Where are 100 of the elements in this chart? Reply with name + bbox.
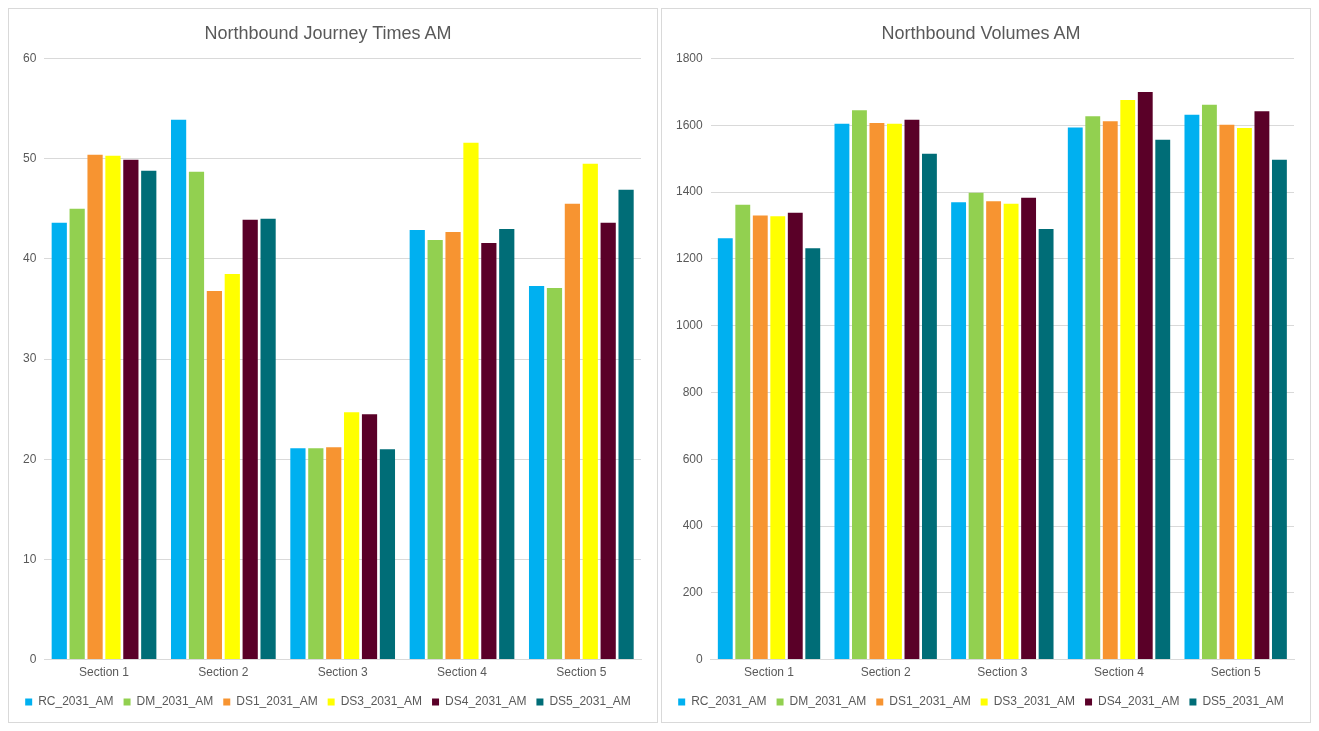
bar <box>922 153 937 660</box>
bar <box>427 239 443 660</box>
y-tick-label: 400 <box>682 518 704 533</box>
bar <box>326 447 342 660</box>
bar <box>481 242 497 660</box>
legend-label: DS5_2031_AM <box>1202 694 1284 709</box>
y-tick-label: 40 <box>22 251 37 266</box>
y-tick-label: 1600 <box>675 117 704 132</box>
bar <box>1102 121 1118 660</box>
bar <box>463 142 479 660</box>
bar <box>344 412 360 660</box>
x-tick-label: Section 5 <box>556 665 607 680</box>
bar <box>51 222 67 660</box>
legend-label: RC_2031_AM <box>38 694 114 709</box>
bar <box>87 154 103 660</box>
bar <box>528 285 545 660</box>
bar <box>69 208 85 660</box>
y-tick-label: 60 <box>22 50 37 65</box>
y-tick-label: 200 <box>682 585 704 600</box>
bar <box>445 231 461 660</box>
y-tick-label: 10 <box>22 551 37 566</box>
legend-label: DS1_2031_AM <box>889 694 971 709</box>
bar <box>787 212 803 660</box>
bar <box>869 123 885 660</box>
bar <box>951 202 967 660</box>
bar <box>752 215 768 660</box>
bar <box>1137 91 1153 660</box>
bar <box>409 229 425 660</box>
x-tick-label: Section 2 <box>860 665 912 680</box>
bar <box>105 155 121 660</box>
bar <box>141 170 157 660</box>
bar <box>260 218 276 660</box>
legend-label: DS5_2031_AM <box>549 694 631 709</box>
bar <box>986 201 1002 660</box>
bar <box>564 203 580 660</box>
legend-label: DM_2031_AM <box>789 694 867 709</box>
bar <box>546 287 563 660</box>
bar <box>1254 111 1270 660</box>
bar <box>1120 100 1136 660</box>
legend-label: DS1_2031_AM <box>236 694 318 709</box>
bar <box>904 119 920 660</box>
chart-title: Northbound Volumes AM <box>881 22 1081 43</box>
legend-label: RC_2031_AM <box>691 694 767 709</box>
bar <box>188 171 205 660</box>
bar <box>170 119 187 660</box>
bar <box>361 414 378 660</box>
bar <box>1219 124 1235 660</box>
bar <box>735 204 751 660</box>
bar <box>206 290 222 660</box>
bar <box>600 222 616 660</box>
bar <box>852 110 867 660</box>
chart-title: Northbound Journey Times AM <box>204 22 452 43</box>
legend-label: DS3_2031_AM <box>993 694 1076 709</box>
x-tick-label: Section 5 <box>1210 665 1262 680</box>
legend-label: DS3_2031_AM <box>340 694 423 709</box>
x-tick-label: Section 4 <box>436 665 488 680</box>
bar <box>1201 104 1217 660</box>
y-tick-label: 30 <box>22 351 37 366</box>
bar <box>123 159 139 660</box>
bar <box>968 192 984 660</box>
bar <box>1085 116 1101 660</box>
legend-label: DS4_2031_AM <box>1098 694 1180 709</box>
bar <box>1184 114 1200 660</box>
bar <box>308 448 324 660</box>
bar <box>1271 159 1287 660</box>
legend-label: DS4_2031_AM <box>445 694 527 709</box>
x-tick-label: Section 4 <box>1093 665 1145 680</box>
bar <box>618 189 634 660</box>
y-tick-label: 50 <box>22 151 37 166</box>
bar <box>1038 228 1054 660</box>
bar <box>770 216 786 660</box>
bar <box>582 163 598 660</box>
bar <box>805 248 821 660</box>
y-tick-label: 1800 <box>675 50 704 65</box>
x-tick-label: Section 1 <box>78 665 130 680</box>
bar <box>224 273 240 660</box>
y-tick-label: 600 <box>682 451 704 466</box>
y-tick-label: 1200 <box>675 251 704 266</box>
y-tick-label: 1400 <box>675 184 704 199</box>
bar <box>379 449 396 660</box>
x-tick-label: Section 1 <box>744 665 795 680</box>
y-tick-label: 1000 <box>675 318 704 333</box>
legend-label: DM_2031_AM <box>136 694 214 709</box>
bar <box>887 123 902 660</box>
bar <box>1021 197 1037 660</box>
x-tick-label: Section 3 <box>317 665 369 680</box>
bar <box>717 238 733 660</box>
bar <box>290 448 306 660</box>
bar <box>499 228 515 660</box>
bar <box>1236 128 1252 660</box>
x-tick-label: Section 3 <box>977 665 1028 680</box>
bar <box>1003 203 1019 660</box>
y-tick-label: 0 <box>696 651 704 666</box>
bar <box>834 123 850 660</box>
bar <box>1155 139 1171 660</box>
y-tick-label: 20 <box>22 451 37 466</box>
y-tick-label: 0 <box>29 651 37 666</box>
bar <box>242 219 258 660</box>
y-tick-label: 800 <box>682 384 704 399</box>
bar <box>1067 127 1083 660</box>
